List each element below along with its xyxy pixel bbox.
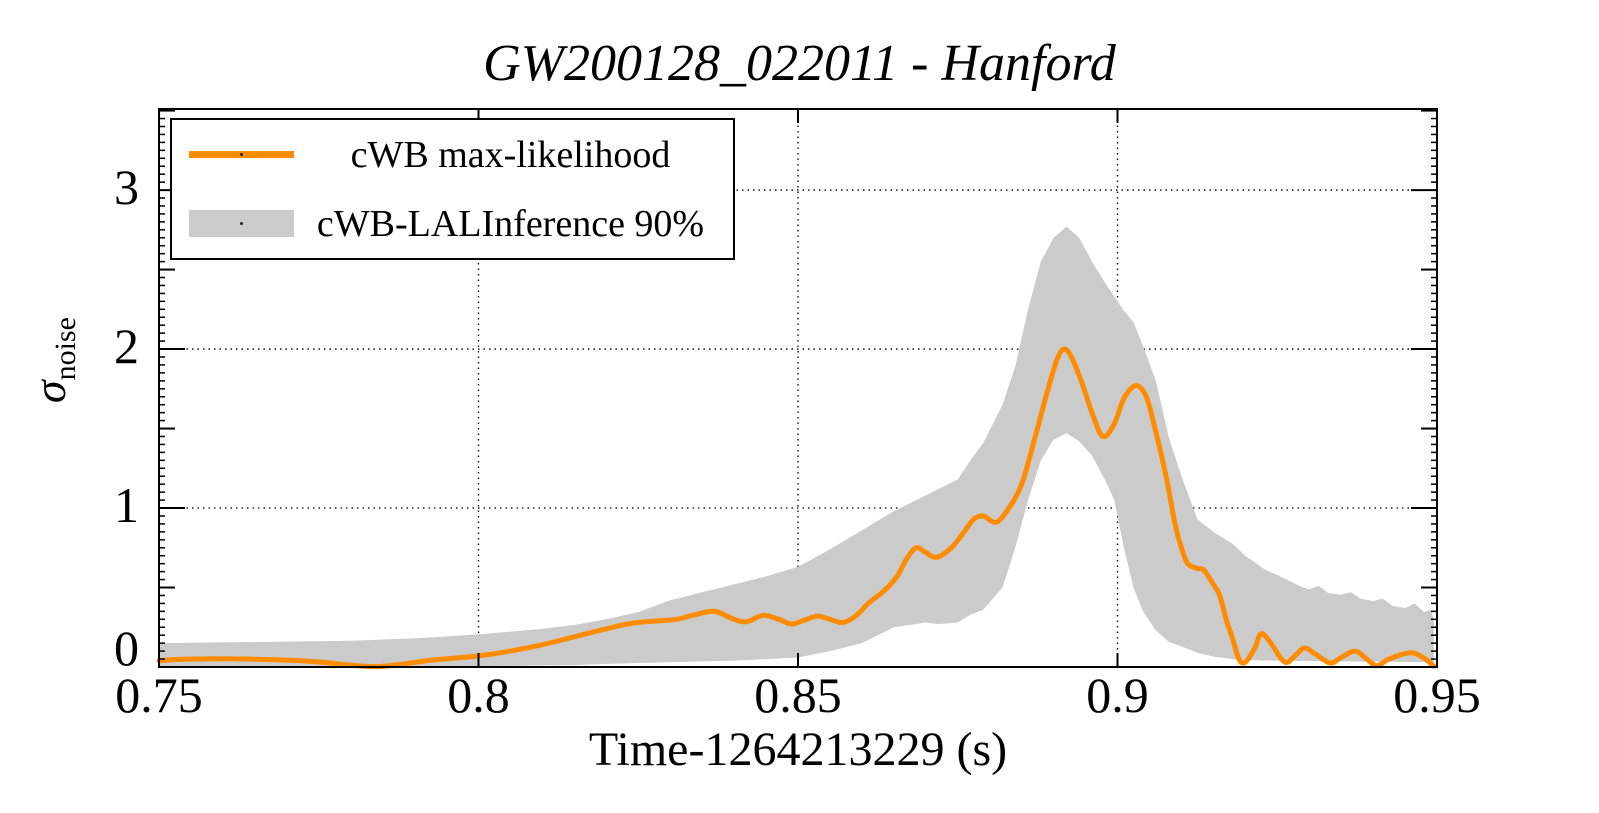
legend-swatch-wrap bbox=[189, 151, 294, 158]
x-axis-label: Time-1264213229 (s) bbox=[588, 723, 1008, 776]
y-tick-label: 1 bbox=[114, 477, 139, 533]
legend-marker-dot bbox=[240, 222, 243, 225]
x-tick-label: 0.75 bbox=[115, 667, 203, 723]
legend-entry-band: cWB-LALInference 90% bbox=[172, 189, 733, 258]
x-tick-label: 0.85 bbox=[754, 667, 842, 723]
legend-label-band: cWB-LALInference 90% bbox=[316, 202, 705, 245]
legend-marker-dot bbox=[240, 153, 243, 156]
legend-label-line: cWB max-likelihood bbox=[350, 133, 671, 176]
line-cwb-max-likelihood bbox=[156, 346, 1437, 670]
legend: cWB max-likelihood cWB-LALInference 90% bbox=[170, 118, 735, 260]
y-tick-label: 2 bbox=[114, 318, 139, 374]
band-cwb-lalinference-90 bbox=[159, 226, 1434, 667]
x-tick-label: 0.8 bbox=[447, 667, 510, 723]
sigma-symbol: σ bbox=[23, 380, 75, 404]
x-tick-label: 0.9 bbox=[1086, 667, 1149, 723]
legend-swatch-wrap bbox=[189, 210, 294, 237]
y-tick-label: 3 bbox=[114, 159, 139, 215]
x-tick-label: 0.95 bbox=[1393, 667, 1481, 723]
legend-entry-line: cWB max-likelihood bbox=[172, 120, 733, 189]
y-tick-label: 0 bbox=[114, 620, 139, 676]
y-axis-label: σnoise bbox=[23, 235, 83, 485]
sigma-subscript: noise bbox=[49, 317, 83, 381]
chart-title: GW200128_022011 - Hanford bbox=[483, 35, 1116, 92]
